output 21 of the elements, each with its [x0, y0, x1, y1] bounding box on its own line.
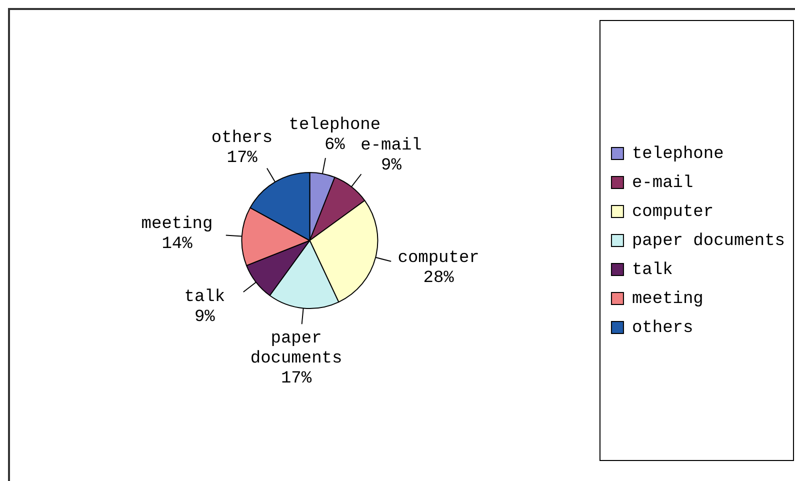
slice-label: computer	[398, 248, 480, 268]
slice-label: paper documents	[250, 329, 342, 368]
data-label: 17%	[280, 369, 312, 388]
legend-label: meeting	[632, 290, 704, 309]
legend-label: telephone	[632, 145, 724, 164]
legend-label: e-mail	[632, 174, 694, 193]
legend-label: others	[632, 319, 694, 338]
legend-label: talk	[632, 261, 673, 280]
data-label: 9%	[381, 156, 402, 176]
data-label: 14%	[162, 235, 194, 254]
slice-label: telephone	[288, 116, 381, 135]
slice-label: meeting	[141, 215, 213, 234]
legend-label: computer	[632, 203, 714, 222]
slice-label: e-mail	[360, 136, 422, 156]
data-label: 9%	[194, 308, 216, 328]
slice-label: talk	[184, 288, 226, 308]
data-label: 6%	[324, 136, 346, 155]
legend-label: paper documents	[632, 232, 786, 251]
slice-label: others	[211, 129, 273, 148]
data-label: 17%	[226, 149, 258, 168]
data-label: 28%	[423, 268, 455, 288]
